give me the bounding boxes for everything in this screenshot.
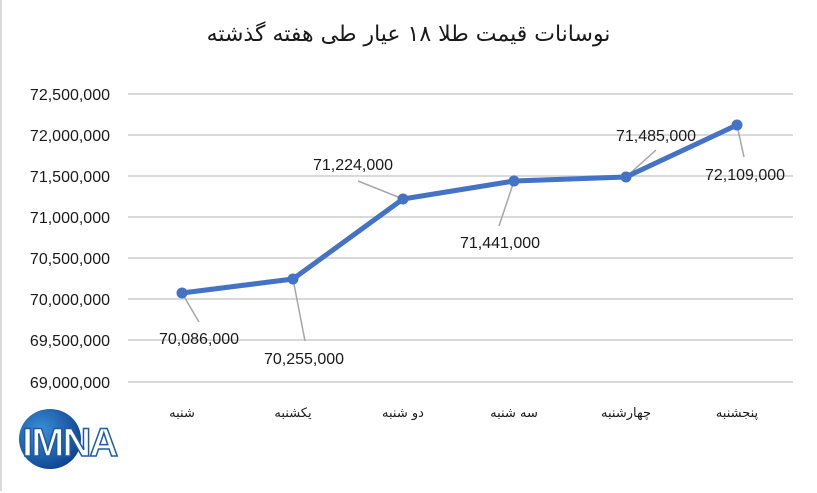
data-label: 71,441,000 [460, 235, 540, 252]
y-tick: 69,000,000 [30, 375, 110, 392]
data-labels: 70,086,000 70,255,000 71,224,000 71,441,… [159, 128, 785, 368]
y-tick: 69,500,000 [30, 333, 110, 350]
data-point[interactable] [397, 193, 409, 205]
data-point[interactable] [176, 287, 188, 299]
y-axis-labels: 72,500,000 72,000,000 71,500,000 71,000,… [30, 87, 110, 392]
data-label: 70,086,000 [159, 331, 239, 348]
logo-icon: IMNA [19, 409, 120, 469]
data-point[interactable] [508, 175, 520, 187]
y-tick: 70,500,000 [30, 251, 110, 268]
y-tick: 70,000,000 [30, 292, 110, 309]
y-tick: 71,500,000 [30, 169, 110, 186]
logo-text: IMNA [22, 421, 117, 465]
x-tick: چهارشنبه [601, 406, 651, 421]
label-leader-lines [181, 124, 745, 342]
data-point[interactable] [731, 119, 743, 131]
x-tick: دو شنبه [382, 406, 424, 421]
x-tick: یکشنبه [274, 406, 312, 421]
imna-logo: IMNA [18, 408, 133, 470]
data-markers [176, 119, 743, 299]
y-tick: 72,000,000 [30, 128, 110, 145]
x-tick: پنجشنبه [716, 406, 759, 421]
data-point[interactable] [620, 171, 632, 183]
data-label: 71,224,000 [313, 157, 393, 174]
x-axis-labels: شنبه یکشنبه دو شنبه سه شنبه چهارشنبه پنج… [169, 406, 758, 421]
y-tick: 72,500,000 [30, 87, 110, 104]
y-tick: 71,000,000 [30, 210, 110, 227]
x-tick: شنبه [169, 406, 195, 421]
gridlines [128, 93, 793, 383]
data-label: 70,255,000 [264, 351, 344, 368]
series-line [179, 122, 740, 296]
x-tick: سه شنبه [490, 406, 538, 421]
data-point[interactable] [287, 273, 299, 285]
chart-title: نوسانات قیمت طلا ۱۸ عیار طی هفته گذشته [206, 22, 611, 47]
data-label: 72,109,000 [705, 167, 785, 184]
data-label: 71,485,000 [616, 128, 696, 145]
